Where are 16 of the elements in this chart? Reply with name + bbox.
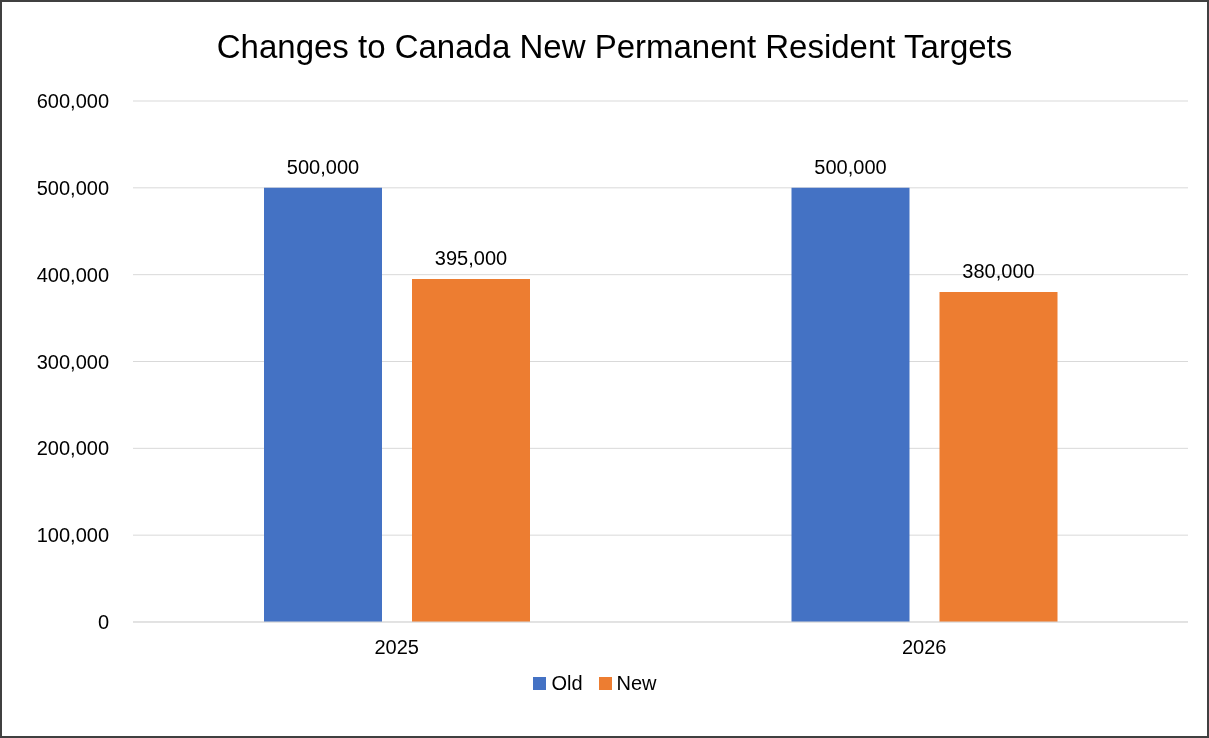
- x-tick-label: 2025: [374, 636, 419, 659]
- legend-label: Old: [551, 672, 583, 695]
- y-tick-label: 600,000: [36, 90, 109, 113]
- y-tick-label: 500,000: [36, 176, 109, 199]
- y-tick-label: 300,000: [36, 350, 109, 373]
- data-label: 395,000: [434, 247, 508, 270]
- y-tick-label: 0: [97, 611, 109, 634]
- chart-title: Changes to Canada New Permanent Resident Targets: [215, 28, 1014, 66]
- y-tick-label: 100,000: [36, 524, 109, 547]
- x-tick-label: 2026: [902, 636, 947, 659]
- data-label: 500,000: [286, 155, 360, 178]
- y-tick-label: 200,000: [36, 437, 109, 460]
- data-label: 500,000: [814, 155, 887, 178]
- legend-label: New: [616, 672, 657, 695]
- y-tick-label: 400,000: [36, 263, 109, 286]
- data-label: 380,000: [962, 260, 1035, 283]
